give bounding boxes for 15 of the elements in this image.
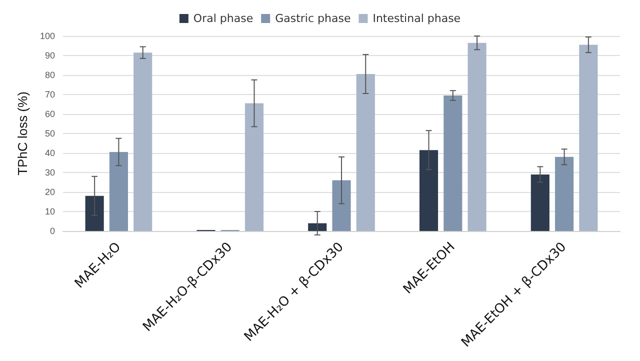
- y-tick-label: 100: [40, 31, 55, 41]
- y-tick-label: 40: [44, 148, 55, 158]
- legend-label: Oral phase: [193, 12, 254, 25]
- legend-label: Intestinal phase: [372, 12, 461, 25]
- y-tick-label: 90: [44, 50, 55, 60]
- y-tick-label: 20: [44, 187, 55, 197]
- y-tick-label: 10: [44, 206, 55, 216]
- y-tick-label: 0: [50, 226, 55, 236]
- y-tick-label: 70: [44, 90, 55, 100]
- y-tick-label: 50: [44, 128, 55, 138]
- y-tick-label: 80: [44, 70, 55, 80]
- y-axis-title: TPhC loss (%): [15, 92, 30, 176]
- y-tick-label: 30: [44, 168, 55, 178]
- legend-label: Gastric phase: [275, 12, 351, 25]
- y-tick-label: 60: [44, 109, 55, 119]
